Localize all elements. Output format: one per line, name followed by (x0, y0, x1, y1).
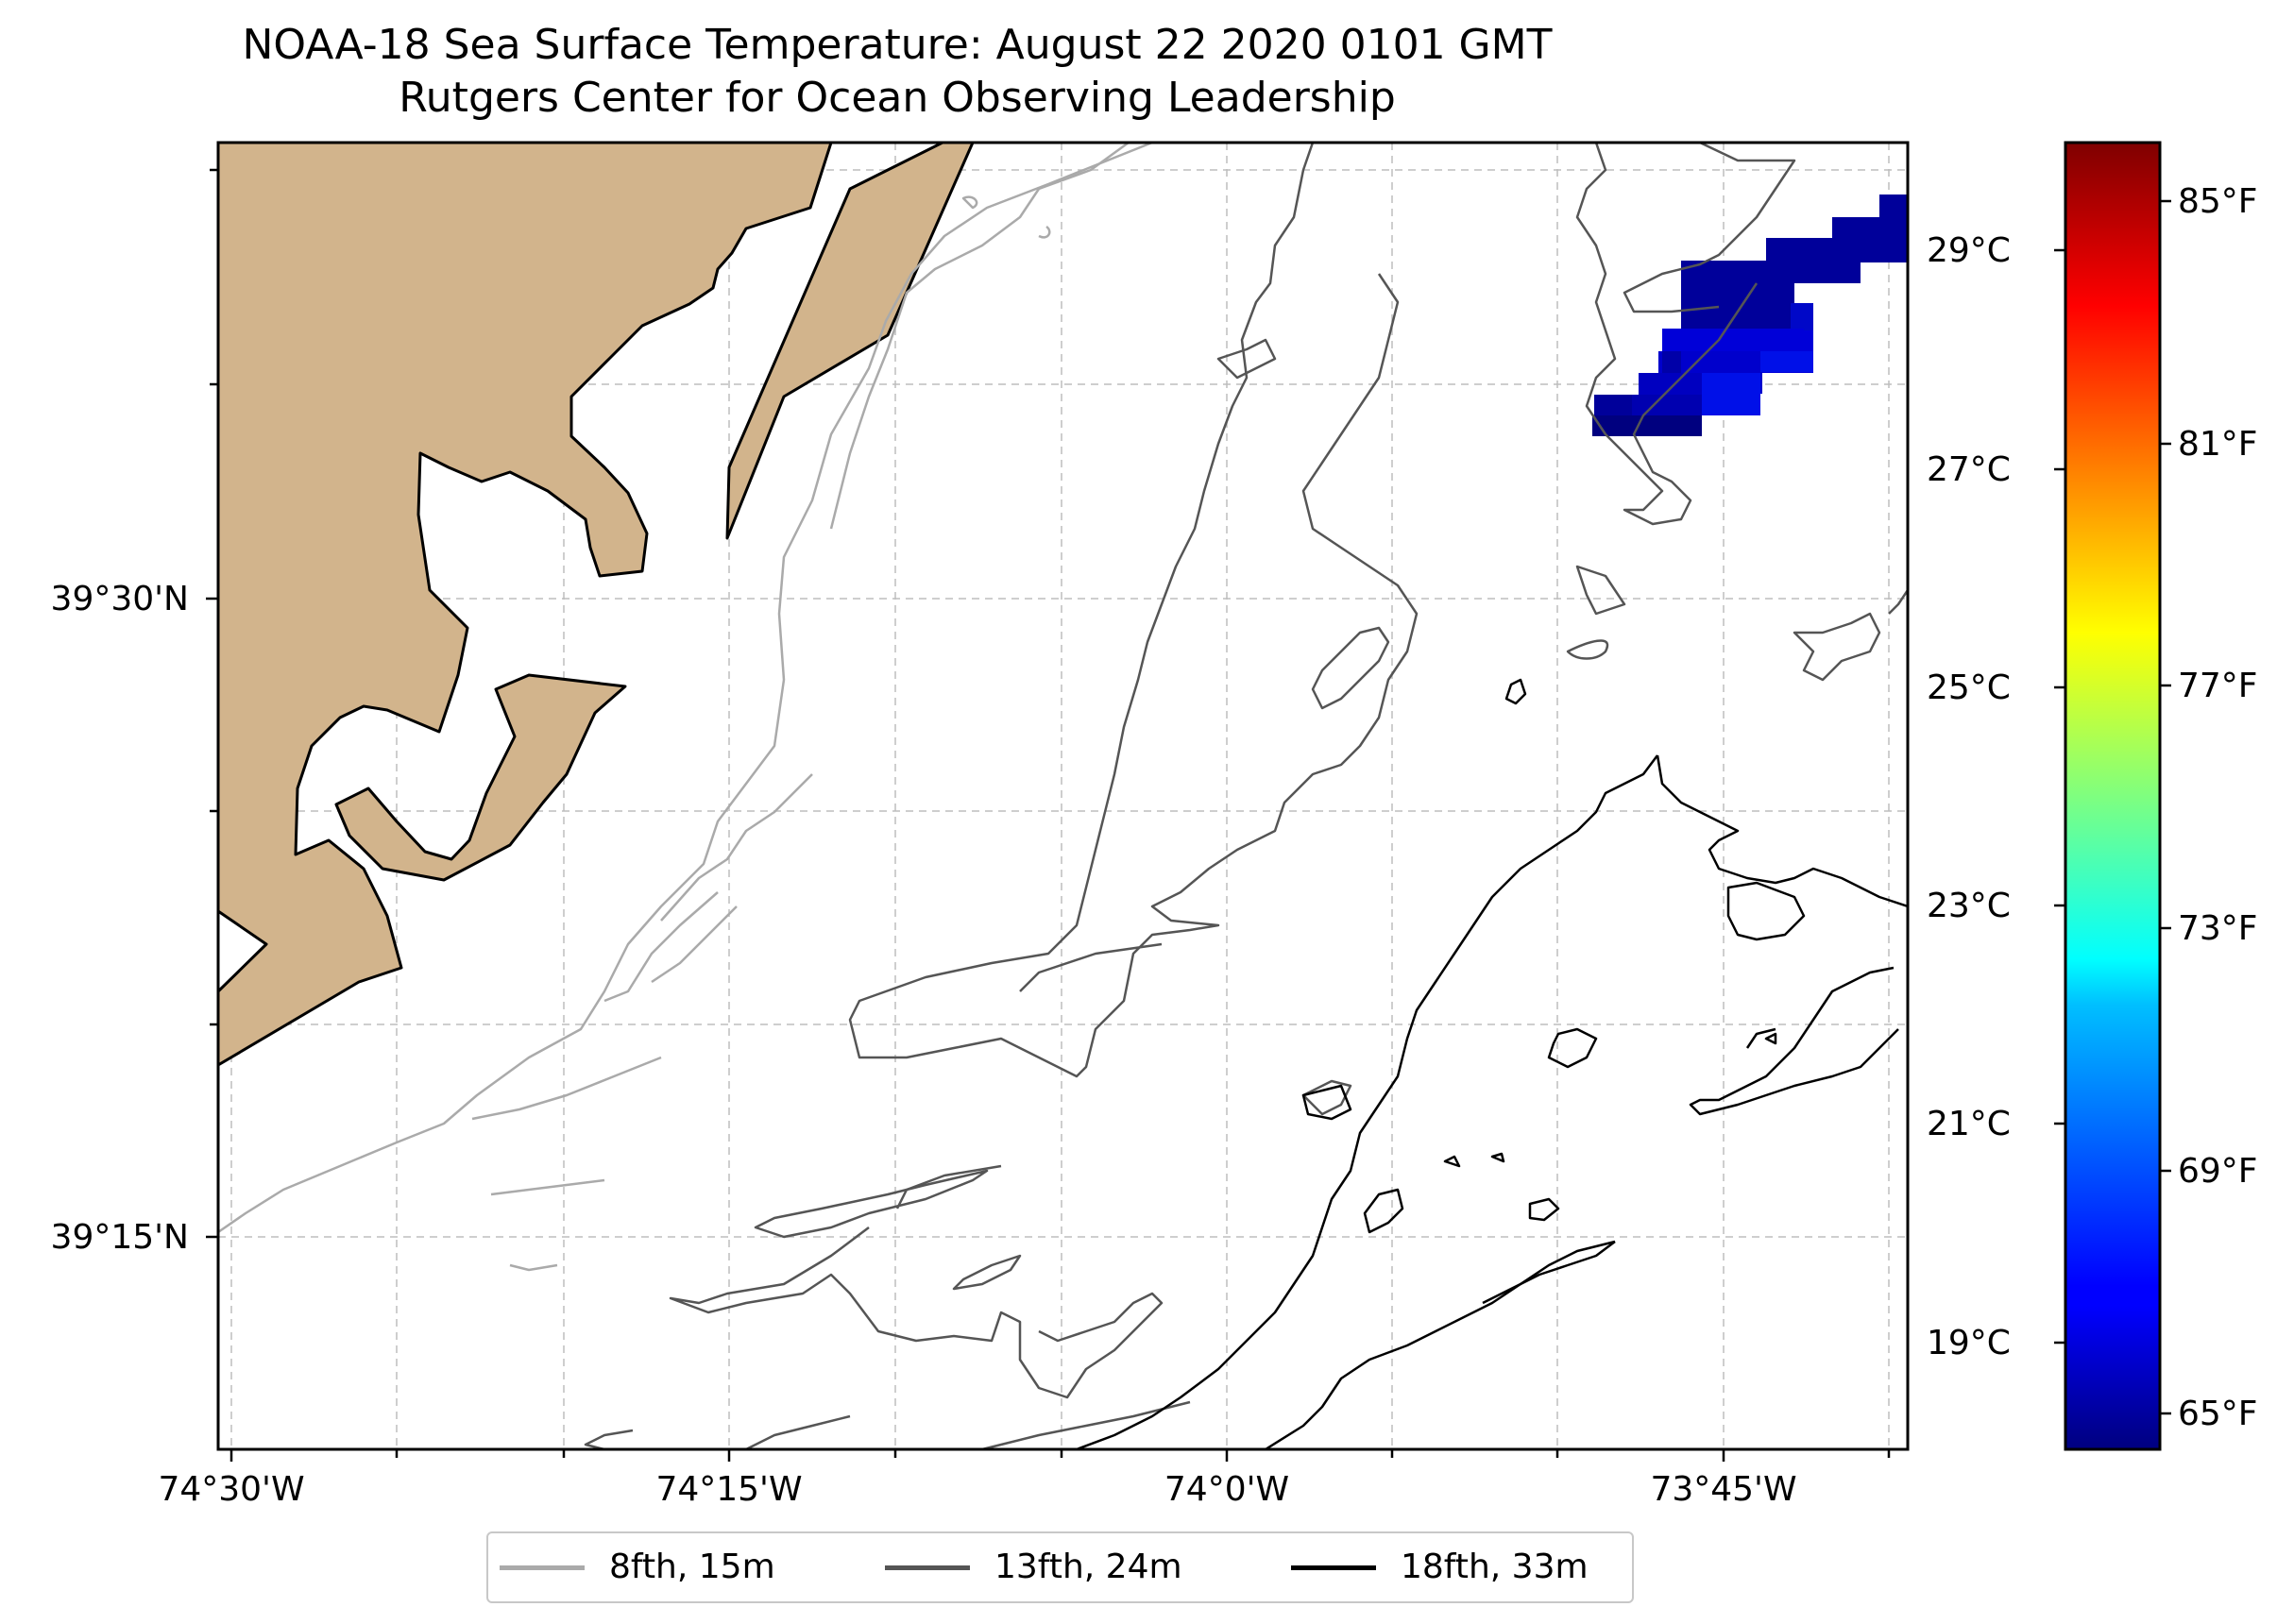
legend-label: 8fth, 15m (609, 1548, 775, 1586)
lat-tick-label: 39°15'N (50, 1218, 189, 1257)
legend-item-8fth: 8fth, 15m (500, 1547, 775, 1588)
colorbar-fahrenheit-label: 65°F (2178, 1395, 2258, 1433)
legend-line-13fth (885, 1565, 970, 1570)
legend-label: 13fth, 24m (994, 1548, 1182, 1586)
map-area (218, 143, 1908, 1449)
contour-legend: 8fth, 15m 13fth, 24m 18fth, 33m (486, 1531, 1634, 1603)
colorbar-celsius-label: 21°C (1927, 1105, 2011, 1143)
axis-ticks (206, 168, 1891, 1462)
colorbar-fahrenheit-label: 81°F (2178, 425, 2258, 464)
colorbar-fahrenheit-label: 69°F (2178, 1152, 2258, 1191)
lon-tick-label: 74°0'W (1164, 1470, 1290, 1509)
map-frame (216, 141, 1910, 1451)
colorbar-fahrenheit-label: 85°F (2178, 182, 2258, 221)
legend-item-13fth: 13fth, 24m (885, 1547, 1182, 1588)
sst-data-pixels (1592, 195, 1908, 436)
colorbar-celsius-label: 19°C (1927, 1324, 2011, 1362)
map-title: NOAA-18 Sea Surface Temperature: August … (242, 21, 1553, 69)
colorbar-fahrenheit-label: 77°F (2178, 667, 2258, 705)
map-subtitle: Rutgers Center for Ocean Observing Leade… (399, 74, 1396, 122)
legend-line-18fth (1291, 1565, 1376, 1570)
lon-tick-label: 73°45'W (1650, 1470, 1797, 1509)
legend-label: 18fth, 33m (1401, 1548, 1589, 1586)
contour-8fth (218, 143, 1153, 1272)
colorbar-ticks (2054, 199, 2171, 1415)
lon-tick-label: 74°15'W (655, 1470, 803, 1509)
legend-item-18fth: 18fth, 33m (1291, 1547, 1589, 1588)
colorbar-fahrenheit-label: 73°F (2178, 909, 2258, 948)
legend-line-8fth (500, 1565, 585, 1570)
colorbar-celsius-label: 25°C (1927, 668, 2011, 707)
colorbar (2064, 141, 2162, 1451)
colorbar-celsius-label: 29°C (1927, 231, 2011, 270)
lon-tick-label: 74°30'W (158, 1470, 305, 1509)
colorbar-celsius-label: 27°C (1927, 450, 2011, 489)
lat-tick-label: 39°30'N (50, 580, 189, 618)
land (218, 143, 975, 1067)
colorbar-celsius-label: 23°C (1927, 887, 2011, 925)
contour-18fth (1076, 678, 1908, 1449)
